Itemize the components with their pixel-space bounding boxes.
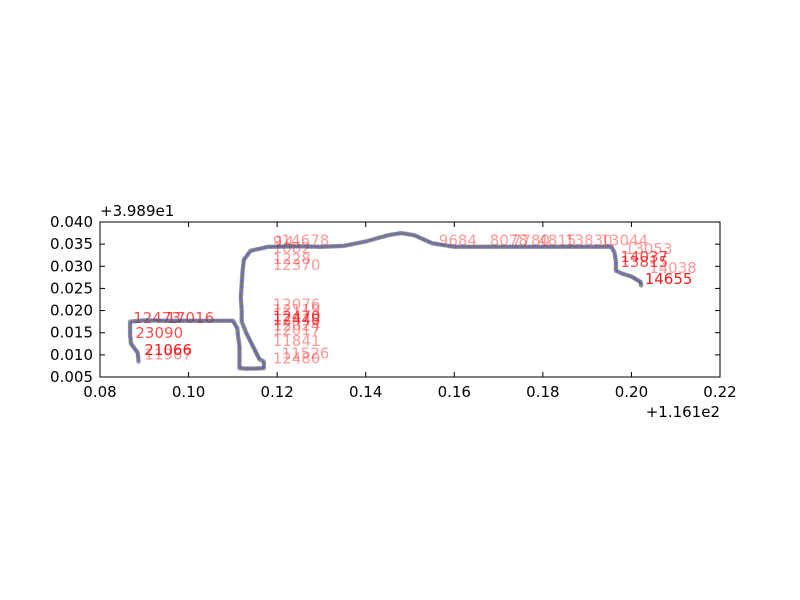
point-annotation: 12448 xyxy=(273,311,321,329)
y-offset-label: +3.989e1 xyxy=(100,202,174,220)
point-annotation: 12470 xyxy=(273,308,321,326)
x-tick-label: 0.10 xyxy=(172,383,205,401)
x-tick-label: 0.16 xyxy=(438,383,471,401)
y-tick-label: 0.025 xyxy=(50,279,93,297)
point-annotation: 13815 xyxy=(620,253,668,271)
points-layer xyxy=(127,230,644,371)
x-tick-label: 0.18 xyxy=(526,383,559,401)
plot-area xyxy=(100,222,720,377)
x-tick-label: 0.22 xyxy=(703,383,736,401)
point-annotation: 9 xyxy=(273,232,283,250)
point-annotation: 12480 xyxy=(273,350,321,368)
plot-frame xyxy=(99,221,721,378)
y-tick-label: 0.040 xyxy=(50,213,93,231)
x-tick-label: 0.08 xyxy=(83,383,116,401)
annotations-layer: 9146781410821228123701207612119120241201… xyxy=(133,232,697,368)
point-annotation: 12024 xyxy=(273,317,321,335)
point-annotation: 11526 xyxy=(282,344,330,362)
point-annotation: 13053 xyxy=(625,240,673,258)
x-tick-label: 0.14 xyxy=(349,383,382,401)
x-tick-label: 0.20 xyxy=(615,383,648,401)
x-tick-label: 0.12 xyxy=(260,383,293,401)
point-annotation: 12370 xyxy=(273,256,321,274)
y-tick-label: 0.015 xyxy=(50,324,93,342)
y-tick-label: 0.030 xyxy=(50,257,93,275)
y-tick-label: 0.010 xyxy=(50,346,93,364)
point-annotation: 21066 xyxy=(144,341,192,359)
y-axis: 0.005 0.010 0.015 0.020 0.025 0.030 0.035 0.040 xyxy=(50,213,720,386)
data-point xyxy=(638,283,644,288)
point-annotation: 11967 xyxy=(144,345,192,363)
point-annotation: 1228 xyxy=(273,250,311,268)
point-annotation: 12119 xyxy=(273,301,321,319)
point-annotation: 23090 xyxy=(135,324,183,342)
y-tick-label: 0.020 xyxy=(50,302,93,320)
x-offset-label: +1.161e2 xyxy=(646,403,720,421)
y-tick-label: 0.035 xyxy=(50,235,93,253)
point-annotation: 14655 xyxy=(645,270,693,288)
x-axis: 0.08 0.10 0.12 0.14 0.16 0.18 0.20 0.22 xyxy=(83,222,737,401)
y-tick-label: 0.005 xyxy=(50,368,93,386)
point-annotation: 12076 xyxy=(273,296,321,314)
point-annotation: 14037 xyxy=(620,248,668,266)
point-annotation: 12017 xyxy=(273,321,321,339)
point-annotation: 14038 xyxy=(649,259,697,277)
point-annotation: 11841 xyxy=(273,332,321,350)
